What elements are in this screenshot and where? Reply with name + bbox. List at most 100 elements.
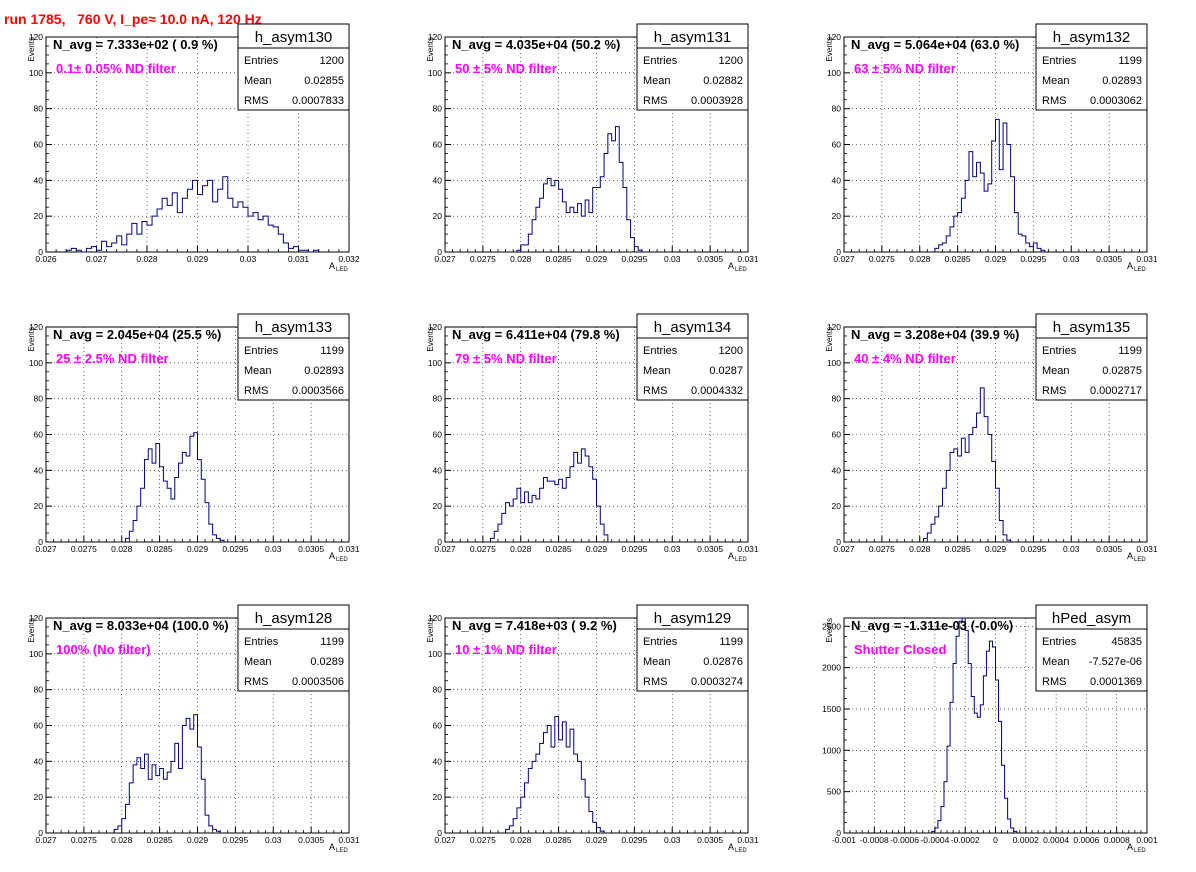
stats-value: 0.02893 xyxy=(304,365,344,377)
y-tick-label: 100 xyxy=(428,68,442,78)
x-tick-label: 0.0002 xyxy=(1013,835,1039,845)
stats-label: RMS xyxy=(643,95,667,107)
stats-label: Mean xyxy=(643,75,671,87)
stats-label: Entries xyxy=(643,345,678,357)
x-tick-label: 0.0305 xyxy=(697,544,723,554)
y-tick-label: 20 xyxy=(832,501,842,511)
x-axis-label: A xyxy=(329,842,335,852)
y-axis-label: Events xyxy=(825,327,834,351)
stats-value: 0.02875 xyxy=(1102,365,1142,377)
navg-label: N_avg = 2.045e+04 (25.5 %) xyxy=(53,327,221,342)
x-tick-label: 0.0295 xyxy=(222,835,248,845)
run-title: run 1785, 760 V, I_pe≈ 10.0 nA, 120 Hz xyxy=(4,11,262,27)
histogram-series xyxy=(65,176,320,253)
navg-label: N_avg = 3.208e+04 (39.9 %) xyxy=(851,327,1019,342)
x-axis-label: A xyxy=(1127,551,1133,561)
y-tick-label: 0 xyxy=(836,537,841,547)
x-tick-label: 0.028 xyxy=(510,254,532,264)
stats-box xyxy=(237,337,350,401)
y-tick-label: 120 xyxy=(29,32,43,42)
stats-value: 0.0003062 xyxy=(1090,95,1142,107)
stats-value: 1199 xyxy=(320,636,344,648)
y-tick-label: 40 xyxy=(433,756,443,766)
histogram-name: h_asym129 xyxy=(654,610,732,627)
stats-box xyxy=(237,628,350,692)
x-tick-label: 0.03 xyxy=(664,544,681,554)
histogram-name: h_asym131 xyxy=(654,29,732,46)
x-axis-label-subscript: LED xyxy=(735,848,747,854)
x-tick-label: 0.029 xyxy=(586,254,608,264)
histogram-panel: 0.027 0.0275 0.028 0.0285 0.029 0.0295 0.03 0.0… xyxy=(825,23,1158,273)
stats-value: 0.02893 xyxy=(1102,75,1142,87)
y-tick-label: 1000 xyxy=(822,745,841,755)
stats-label: Mean xyxy=(244,75,272,87)
x-tick-label: 0.0305 xyxy=(697,254,723,264)
y-tick-label: 100 xyxy=(29,649,43,659)
stats-label: RMS xyxy=(244,95,268,107)
histogram-panel: 0.026 0.027 0.028 0.029 0.03 0.031 0.032 0 20 40 6… xyxy=(27,23,360,273)
x-tick-label: 0.0295 xyxy=(621,254,647,264)
x-axis-label-subscript: LED xyxy=(1134,267,1146,273)
histogram-panel: 0.027 0.0275 0.028 0.0285 0.029 0.0295 0.03 0.0… xyxy=(27,604,360,854)
y-tick-label: 0 xyxy=(437,247,442,257)
x-tick-label: 0.0285 xyxy=(945,254,971,264)
x-tick-label: 0.027 xyxy=(833,544,855,554)
y-tick-label: 20 xyxy=(34,792,44,802)
x-tick-label: 0.0285 xyxy=(147,835,173,845)
x-tick-label: 0.0305 xyxy=(1096,254,1122,264)
stats-value: 1200 xyxy=(719,345,743,357)
stats-title-box xyxy=(636,23,749,49)
x-tick-label: 0.029 xyxy=(187,544,209,554)
x-tick-label: 0.027 xyxy=(434,835,456,845)
x-axis-label-subscript: LED xyxy=(1134,557,1146,563)
y-tick-label: 80 xyxy=(433,685,443,695)
x-tick-label: 0.0275 xyxy=(470,544,496,554)
x-tick-label: 0.028 xyxy=(510,835,532,845)
x-tick-label: 0.0006 xyxy=(1073,835,1099,845)
y-tick-label: 20 xyxy=(433,792,443,802)
y-tick-label: 100 xyxy=(29,68,43,78)
y-tick-label: 20 xyxy=(433,501,443,511)
y-tick-label: 60 xyxy=(34,430,44,440)
stats-box xyxy=(237,47,350,111)
navg-label: N_avg = 4.035e+04 (50.2 %) xyxy=(452,37,620,52)
y-axis-label: Events xyxy=(426,327,435,351)
x-tick-label: 0.03 xyxy=(1063,254,1080,264)
histogram-name: h_asym133 xyxy=(255,319,333,336)
x-tick-label: 0.0295 xyxy=(621,544,647,554)
x-axis-label: A xyxy=(329,551,335,561)
stats-value: 1199 xyxy=(1118,345,1142,357)
x-tick-label: 0.027 xyxy=(86,254,108,264)
x-tick-label: 0.031 xyxy=(288,254,310,264)
y-tick-label: 120 xyxy=(428,32,442,42)
stats-label: Entries xyxy=(244,636,279,648)
stats-label: Mean xyxy=(643,656,671,668)
x-tick-label: 0.032 xyxy=(338,254,360,264)
stats-label: RMS xyxy=(643,676,667,688)
x-tick-label: 0.0305 xyxy=(298,544,324,554)
y-tick-label: 60 xyxy=(433,430,443,440)
navg-label: N_avg = 7.333e+02 ( 0.9 %) xyxy=(53,37,218,52)
y-tick-label: 20 xyxy=(433,211,443,221)
y-tick-label: 0 xyxy=(38,828,43,838)
stats-label: Entries xyxy=(1042,636,1077,648)
filter-annotation: Shutter Closed xyxy=(854,642,947,657)
y-axis-label: Events xyxy=(27,327,36,351)
x-tick-label: 0.0275 xyxy=(869,544,895,554)
stats-value: 0.0003274 xyxy=(691,676,743,688)
stats-value: 0.0003506 xyxy=(292,676,344,688)
histogram-panel: 0.027 0.0275 0.028 0.0285 0.029 0.0295 0.03 0.0… xyxy=(426,23,759,273)
y-tick-label: 60 xyxy=(433,721,443,731)
stats-label: Mean xyxy=(244,656,272,668)
x-tick-label: 0 xyxy=(993,835,998,845)
x-tick-label: 0.03 xyxy=(240,254,257,264)
x-tick-label: 0.031 xyxy=(737,835,759,845)
x-tick-label: 0.0305 xyxy=(697,835,723,845)
y-tick-label: 500 xyxy=(827,787,841,797)
stats-value: 0.02855 xyxy=(304,75,344,87)
y-tick-label: 100 xyxy=(428,358,442,368)
stats-value: 0.0287 xyxy=(709,365,743,377)
histogram-panel: 0.027 0.0275 0.028 0.0285 0.029 0.0295 0.03 0.0… xyxy=(426,604,759,854)
x-tick-label: -0.0008 xyxy=(860,835,889,845)
histogram-name: h_asym130 xyxy=(255,29,333,46)
